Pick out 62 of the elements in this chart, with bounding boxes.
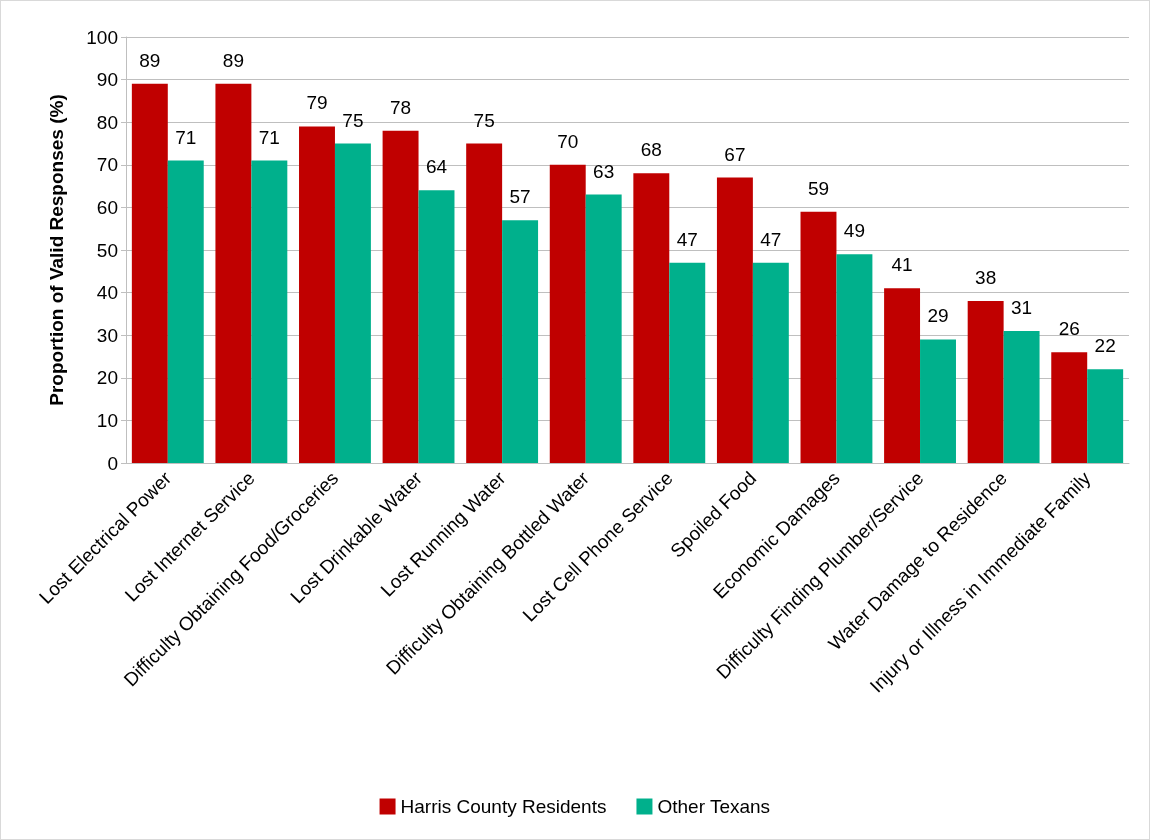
data-label: 38 [975,267,997,289]
bar [836,254,873,463]
y-tick-label: 0 [107,452,118,474]
bar [382,130,419,463]
data-label: 89 [222,49,244,71]
y-tick-label: 90 [96,69,118,91]
y-tick-label: 70 [96,154,118,176]
data-label: 47 [676,228,698,250]
data-label: 79 [306,92,328,114]
y-tick-label: 80 [96,111,118,133]
bar [299,126,335,463]
data-label: 41 [891,254,913,276]
bar [418,190,455,463]
data-label: 89 [139,49,161,71]
bar [800,211,837,463]
data-label: 71 [258,126,280,148]
legend-label: Other Texans [657,796,771,817]
bar [669,262,706,463]
data-label: 63 [593,160,615,182]
bar [215,83,252,463]
y-tick-label: 100 [86,26,118,48]
data-label: 49 [843,220,865,242]
bar [1051,352,1088,463]
bar [131,83,168,463]
data-label: 75 [342,109,364,131]
bar [466,143,503,463]
y-tick-label: 20 [96,367,118,389]
y-tick-label: 60 [96,196,118,218]
data-label: 47 [760,228,782,250]
data-label: 64 [425,156,448,178]
data-label: 59 [807,177,830,199]
data-label: 68 [640,139,662,161]
y-tick-label: 50 [96,239,118,261]
y-axis-title: Proportion of Valid Responses (%) [46,94,67,406]
bar [884,288,921,463]
data-label: 22 [1094,335,1116,357]
bar [334,143,371,463]
legend-label: Harris County Residents [400,796,607,817]
bar [167,160,204,463]
data-label: 78 [390,96,412,118]
bar [1087,369,1124,463]
bar [549,164,586,463]
bar [752,262,789,463]
data-label: 26 [1058,318,1080,340]
bar [633,173,670,463]
bar [1003,330,1040,463]
bar [585,194,622,463]
bar [920,339,956,463]
y-tick-label: 40 [96,282,118,304]
bar [502,220,539,463]
data-label: 75 [473,109,495,131]
data-label: 57 [509,186,531,208]
data-label: 70 [557,130,579,152]
bar [967,301,1004,463]
y-tick-label: 30 [96,324,118,346]
data-label: 71 [175,126,197,148]
bar [251,160,288,463]
y-tick-label: 10 [96,409,118,431]
data-label: 67 [724,143,746,165]
data-label: 31 [1011,296,1033,318]
data-label: 29 [927,305,949,327]
bar [716,177,753,463]
